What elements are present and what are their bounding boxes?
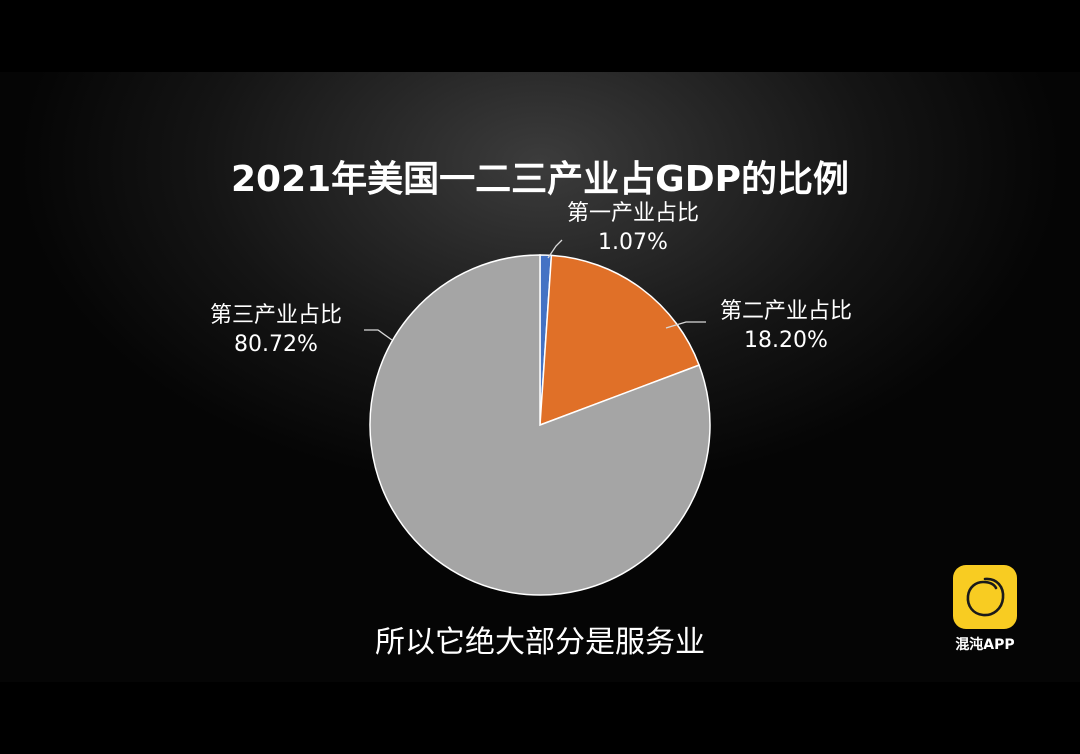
leader-lines xyxy=(364,239,706,341)
pie-labels: 第一产业占比 1.07% 第二产业占比 18.20% 第三产业占比 80.72% xyxy=(210,201,852,357)
pie-slice-2 xyxy=(539,254,701,427)
chart-title: 2021年美国一二三产业占GDP的比例 xyxy=(230,159,849,200)
leader-line-1 xyxy=(547,239,563,259)
watermark-text: 混沌APP xyxy=(955,637,1015,653)
slice-value-label-3: 80.72% xyxy=(234,332,318,357)
leader-line-2 xyxy=(665,321,706,329)
slice-value-label-2: 18.20% xyxy=(744,328,828,353)
slice-label-2: 第二产业占比 xyxy=(720,299,852,324)
leader-line-3 xyxy=(364,329,393,341)
slice-label-1: 第一产业占比 xyxy=(567,201,699,226)
slice-label-3: 第三产业占比 xyxy=(210,303,342,328)
app-logo-icon xyxy=(953,565,1017,629)
slice-value-label-1: 1.07% xyxy=(598,230,668,255)
pie-slices xyxy=(369,254,711,596)
pie-slice-3 xyxy=(369,254,711,596)
video-subtitle: 所以它绝大部分是服务业 xyxy=(375,625,705,660)
